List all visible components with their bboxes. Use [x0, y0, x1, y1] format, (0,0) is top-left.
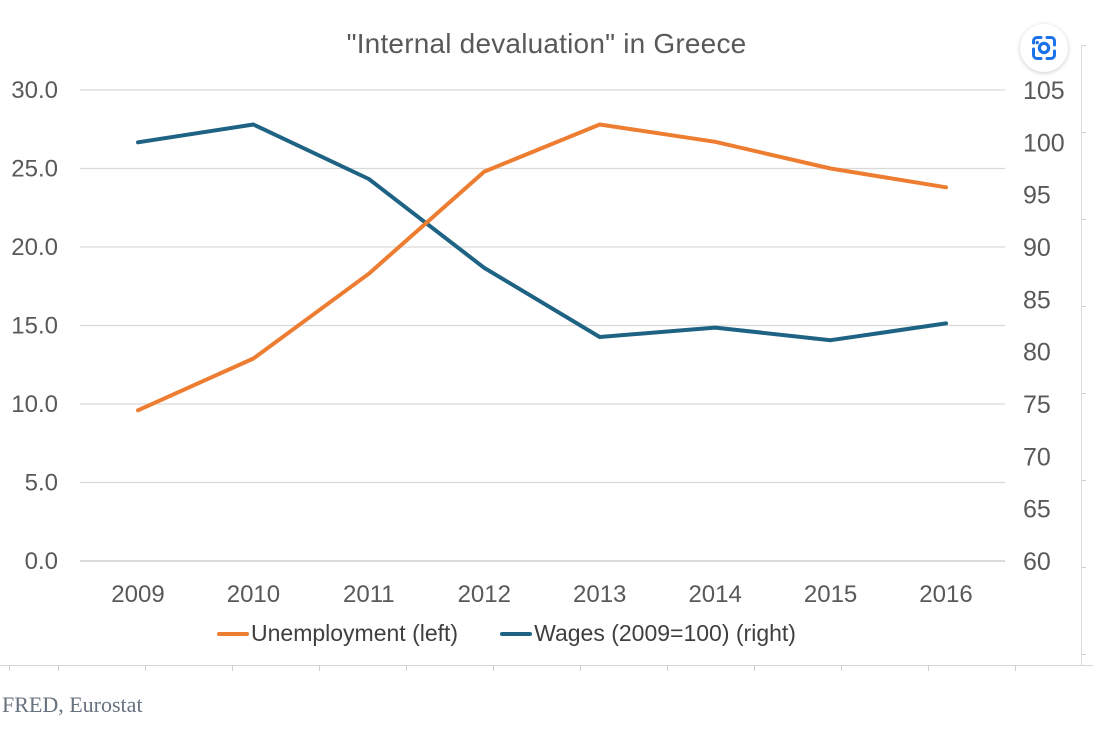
source-caption: FRED, Eurostat [2, 692, 143, 717]
frame-right-ruler [1081, 45, 1086, 665]
right-axis-tick-label: 60 [1023, 548, 1051, 576]
left-axis-tick-label: 10.0 [11, 391, 58, 418]
line-chart-plot: 30.0 25.0 20.0 15.0 10.0 5.0 0.0 105 100 95 90 85 80… [11, 77, 1065, 608]
chart-title: "Internal devaluation" in Greece [346, 28, 747, 59]
x-axis-tick-label: 2015 [804, 581, 857, 608]
right-axis-tick-label: 100 [1023, 129, 1065, 157]
right-axis-tick-label: 80 [1023, 339, 1051, 367]
chart-legend: Unemployment (left) Wages (2009=100) (rig… [0, 620, 1093, 647]
series-line [136, 122, 948, 343]
x-axis-tick-label: 2009 [111, 581, 164, 608]
google-lens-icon [1032, 36, 1056, 60]
x-axis-tick-label: 2011 [343, 581, 395, 608]
right-axis-tick-label: 65 [1023, 496, 1051, 524]
x-axis-tick-label: 2013 [573, 581, 626, 608]
left-axis-tick-label: 15.0 [11, 313, 58, 340]
left-axis-tick-label: 5.0 [25, 470, 58, 497]
right-axis-tick-label: 75 [1023, 391, 1051, 419]
legend-item: Wages (2009=100) (right) [500, 620, 796, 647]
right-axis-tick-label: 95 [1023, 182, 1051, 210]
right-axis-tick-label: 105 [1023, 77, 1065, 105]
left-axis-tick-label: 30.0 [11, 77, 58, 104]
right-axis-tick-label: 70 [1023, 443, 1051, 471]
right-axis-tick-label: 85 [1023, 286, 1051, 314]
x-axis-tick-label: 2016 [919, 581, 972, 608]
legend-item: Unemployment (left) [217, 620, 458, 647]
legend-label: Wages (2009=100) (right) [534, 620, 796, 646]
x-axis-tick-label: 2012 [458, 581, 511, 608]
frame-bottom-ruler [0, 665, 1093, 671]
x-axis-tick-label: 2014 [688, 581, 741, 608]
left-axis-tick-label: 20.0 [11, 234, 58, 261]
left-axis-tick-label: 25.0 [11, 156, 58, 183]
legend-swatch [217, 631, 250, 636]
image-search-button[interactable] [1020, 24, 1068, 72]
x-axis-tick-label: 2010 [227, 581, 280, 608]
left-axis-tick-label: 0.0 [25, 548, 58, 575]
right-axis-tick-label: 90 [1023, 234, 1051, 262]
series-line [136, 122, 948, 413]
legend-label: Unemployment (left) [251, 620, 459, 646]
legend-swatch [500, 631, 533, 636]
